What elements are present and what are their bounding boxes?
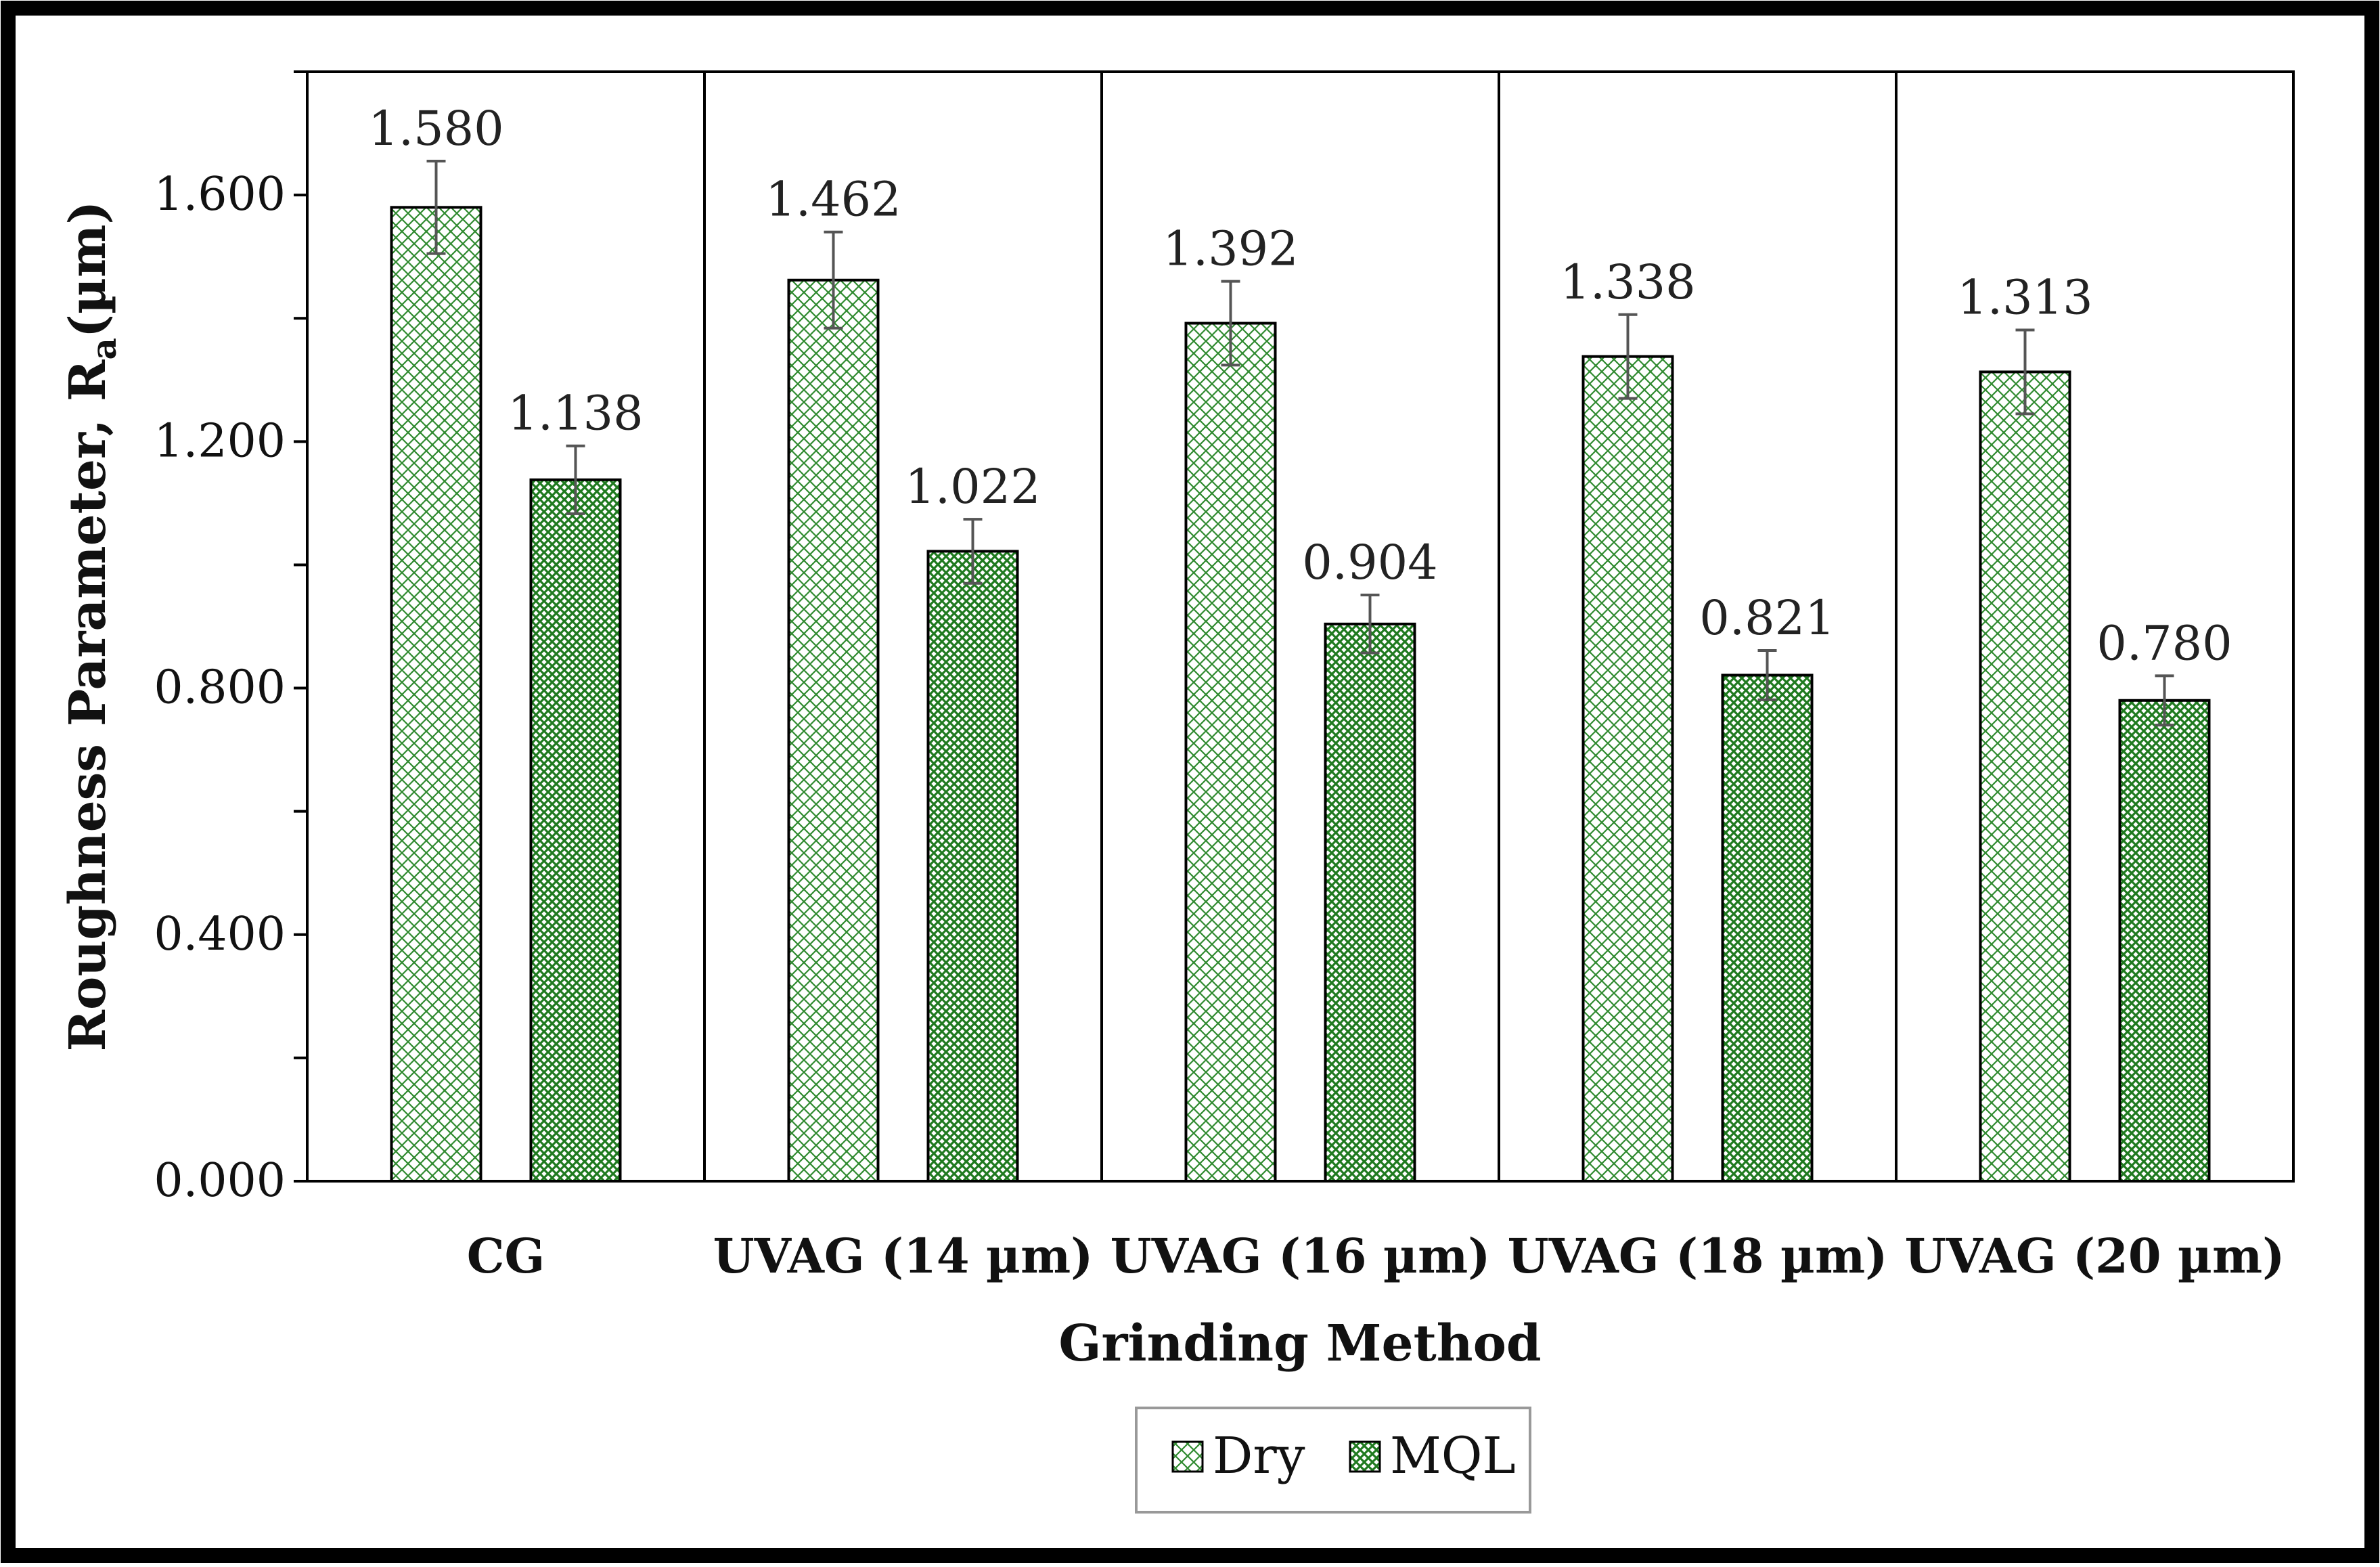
bar-dry [1979, 370, 2071, 1183]
category-separators [703, 72, 1898, 1181]
bar-mql [1721, 674, 1814, 1183]
y-axis-title-subscript: a [84, 338, 124, 359]
data-label-mql: 0.780 [2096, 615, 2232, 671]
bar-dry [390, 206, 482, 1183]
legend: Dry MQL [1135, 1407, 1531, 1514]
bar-mql [529, 478, 622, 1183]
y-axis-ticks: 0.000 0.400 0.800 1.200 1.600 [154, 70, 307, 1208]
data-label-dry: 1.313 [1957, 270, 2092, 326]
y-tick-label: 0.800 [154, 661, 286, 715]
y-tick-label: 1.600 [154, 168, 286, 221]
legend-swatch-dry [1171, 1440, 1204, 1473]
y-axis-title: Roughness Parameter, Ra(µm) [59, 201, 124, 1052]
legend-label-mql: MQL [1390, 1427, 1516, 1485]
bar-mql [2118, 699, 2211, 1183]
data-label-mql: 0.904 [1302, 535, 1437, 590]
data-label-dry: 1.462 [765, 172, 901, 227]
data-label-dry: 1.392 [1163, 221, 1298, 277]
bar-mql [1324, 622, 1416, 1183]
x-axis-title: Grinding Method [1058, 1315, 1541, 1373]
x-tick-label: UVAG (18 µm) [1508, 1228, 1888, 1284]
bar-dry [787, 278, 880, 1183]
y-tick-label: 0.400 [154, 908, 286, 961]
data-label-mql: 1.138 [508, 386, 643, 441]
y-axis-title-main: Roughness Parameter, R [59, 359, 117, 1051]
data-label-dry: 1.338 [1560, 255, 1695, 310]
y-axis-title-unit: (µm) [59, 201, 117, 338]
x-tick-label: UVAG (20 µm) [1905, 1228, 2285, 1284]
y-tick-label: 0.000 [154, 1154, 286, 1208]
legend-label-dry: Dry [1213, 1427, 1305, 1485]
bar-dry [1581, 355, 1674, 1183]
legend-swatch-mql [1349, 1440, 1381, 1473]
bars: 1.580 1.138 1.462 1.022 1.392 0.904 1.338 0.821… [368, 101, 2232, 1183]
data-label-mql: 0.821 [1699, 590, 1835, 646]
x-tick-labels: CG UVAG (14 µm) UVAG (16 µm) UVAG (18 µm) UV… [467, 1228, 2285, 1284]
bar-mql [926, 550, 1019, 1183]
x-tick-label: UVAG (14 µm) [713, 1228, 1094, 1284]
data-label-mql: 1.022 [905, 459, 1040, 514]
x-tick-label: CG [467, 1228, 545, 1284]
data-label-dry: 1.580 [368, 101, 503, 156]
bar-dry [1184, 322, 1277, 1183]
y-tick-label: 1.200 [154, 414, 286, 468]
x-tick-label: UVAG (16 µm) [1110, 1228, 1491, 1284]
